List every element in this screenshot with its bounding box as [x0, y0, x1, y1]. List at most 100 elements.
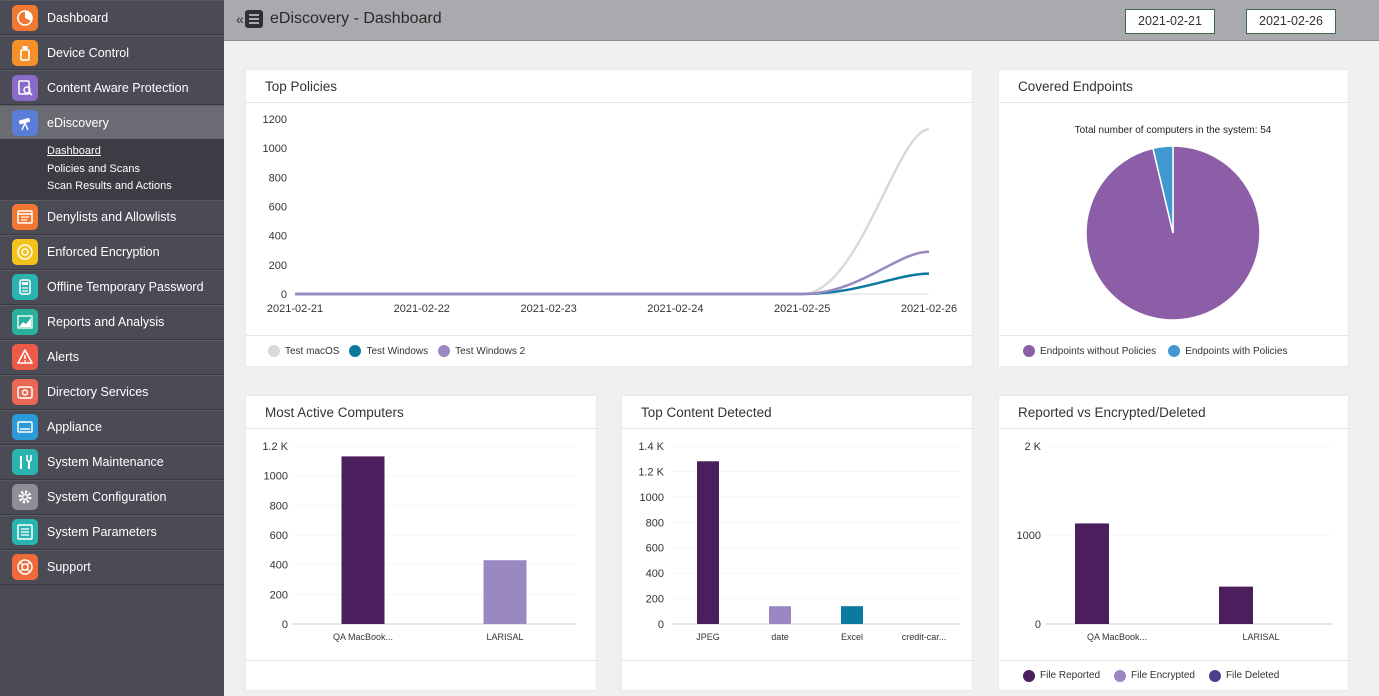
- legend-label: Test Windows 2: [455, 345, 526, 357]
- legend-item[interactable]: File Deleted: [1208, 669, 1280, 682]
- sidebar-item-denylists-and-allowlists[interactable]: Denylists and Allowlists: [0, 199, 224, 235]
- legend-swatch: [1023, 669, 1035, 682]
- sidebar-item-system-parameters[interactable]: System Parameters: [0, 514, 224, 550]
- x-tick-label: 2021-02-24: [647, 303, 703, 315]
- x-tick-label: 2021-02-26: [901, 303, 957, 315]
- covered-endpoints-legend: Endpoints without Policies Endpoints with…: [999, 335, 1348, 366]
- y-tick-label: 0: [281, 289, 287, 301]
- sidebar-item-offline-temporary-password[interactable]: Offline Temporary Password: [0, 269, 224, 305]
- covered-endpoints-card: Covered Endpoints Total number of comput…: [999, 70, 1348, 366]
- legend-item[interactable]: File Encrypted: [1114, 669, 1195, 682]
- legend-label: File Reported: [1040, 670, 1101, 681]
- subnav-item-dashboard[interactable]: Dashboard: [47, 145, 101, 157]
- sidebar-item-label: System Parameters: [47, 525, 157, 539]
- sidebar-item-alerts[interactable]: Alerts: [0, 339, 224, 375]
- sidebar-item-device-control[interactable]: Device Control: [0, 35, 224, 70]
- y-tick-label: 200: [646, 594, 664, 606]
- legend-label: File Deleted: [1225, 670, 1280, 681]
- sidebar-item-label: Alerts: [47, 350, 79, 364]
- x-tick-label: 2021-02-22: [394, 303, 450, 315]
- y-tick-label: 200: [270, 589, 288, 601]
- x-tick-label: Excel: [841, 632, 863, 642]
- disc-icon: [12, 239, 38, 265]
- x-tick-label: 2021-02-21: [267, 303, 323, 315]
- parameters-icon: [12, 519, 38, 545]
- collapse-sidebar-button[interactable]: «: [236, 10, 263, 28]
- y-tick-label: 1.2 K: [638, 466, 664, 478]
- series-line-test-windows-2: [295, 250, 930, 296]
- date-from-input[interactable]: 2021-02-21: [1125, 9, 1215, 34]
- sidebar: Dashboard Device Control Content Aware Pro…: [0, 0, 224, 696]
- sidebar-item-label: Dashboard: [47, 10, 109, 25]
- double-chevron-left-icon: «: [236, 11, 244, 27]
- y-tick-label: 0: [1035, 619, 1041, 631]
- legend-label: File Encrypted: [1131, 670, 1195, 681]
- sidebar-item-directory-services[interactable]: Directory Services: [0, 374, 224, 410]
- card-title: Most Active Computers: [246, 396, 596, 429]
- sidebar-item-label: Denylists and Allowlists: [47, 210, 177, 224]
- bar-file-reported: [1075, 523, 1109, 624]
- y-tick-label: 1200: [263, 114, 287, 126]
- sidebar-item-support[interactable]: Support: [0, 549, 224, 585]
- subnav-item-scan-results-and-actions[interactable]: Scan Results and Actions: [47, 180, 172, 192]
- y-tick-label: 600: [646, 543, 664, 555]
- legend-swatch: [1114, 669, 1127, 682]
- sidebar-item-label: Offline Temporary Password: [47, 280, 204, 294]
- x-tick-label: JPEG: [696, 632, 720, 642]
- subnav-item-policies-and-scans[interactable]: Policies and Scans: [47, 162, 140, 175]
- legend-item[interactable]: Endpoints without Policies: [1023, 345, 1156, 357]
- directory-icon: [12, 379, 38, 405]
- sidebar-item-ediscovery[interactable]: eDiscovery: [0, 105, 224, 140]
- lifebuoy-icon: [12, 554, 38, 580]
- card-title: Top Policies: [246, 70, 972, 103]
- sidebar-item-system-configuration[interactable]: System Configuration: [0, 479, 224, 515]
- sidebar-item-appliance[interactable]: Appliance: [0, 409, 224, 445]
- y-tick-label: 1000: [263, 143, 287, 155]
- y-tick-label: 600: [269, 202, 287, 214]
- date-to-input[interactable]: 2021-02-26: [1246, 9, 1336, 34]
- x-tick-label: 2021-02-25: [774, 303, 830, 315]
- sidebar-item-system-maintenance[interactable]: System Maintenance: [0, 444, 224, 480]
- document-search-icon: [12, 74, 38, 101]
- y-tick-label: 1.4 K: [638, 441, 664, 453]
- legend-item[interactable]: File Reported: [1023, 669, 1101, 682]
- sidebar-item-enforced-encryption[interactable]: Enforced Encryption: [0, 234, 224, 270]
- legend-item[interactable]: Endpoints with Policies: [1168, 345, 1287, 357]
- sidebar-item-dashboard[interactable]: Dashboard: [0, 0, 224, 35]
- pie-slice-endpoints-with-policies: [1152, 145, 1174, 234]
- covered-endpoints-chart: Total number of computers in the system:…: [1075, 125, 1272, 321]
- y-tick-label: 1000: [1017, 530, 1041, 542]
- y-tick-label: 800: [270, 500, 288, 512]
- bar-date: [769, 606, 791, 624]
- y-tick-label: 400: [270, 560, 288, 572]
- y-tick-label: 400: [269, 231, 287, 243]
- card-title: Covered Endpoints: [999, 70, 1348, 103]
- top-content-legend: [622, 660, 972, 690]
- legend-label: Endpoints without Policies: [1040, 345, 1157, 357]
- y-tick-label: 0: [658, 619, 664, 631]
- ediscovery-subnav: Dashboard Policies and Scans Scan Results …: [0, 140, 224, 200]
- sidebar-item-content-aware-protection[interactable]: Content Aware Protection: [0, 70, 224, 105]
- appliance-icon: [12, 414, 38, 440]
- legend-item[interactable]: Test macOS: [268, 345, 339, 357]
- chart-icon: [12, 309, 38, 335]
- tools-icon: [12, 449, 38, 475]
- legend-item[interactable]: Test Windows 2: [438, 345, 525, 357]
- y-tick-label: 0: [282, 619, 288, 631]
- bar-file-reported: [1219, 586, 1253, 624]
- legend-item[interactable]: Test Windows: [349, 345, 428, 357]
- header-bar: « eDiscovery - Dashboard 2021-02-21 2021…: [224, 0, 1379, 41]
- card-title: Reported vs Encrypted/Deleted: [999, 396, 1348, 429]
- sidebar-item-reports-and-analysis[interactable]: Reports and Analysis: [0, 304, 224, 340]
- card-title: Top Content Detected: [622, 396, 972, 429]
- most-active-chart: 0 200 400 600 800 1000 1.2 K QA MacBook... LARIS…: [262, 441, 576, 642]
- gear-icon: [12, 484, 38, 510]
- reported-card: Reported vs Encrypted/Deleted 0 1000 2 K QA…: [999, 396, 1348, 690]
- legend-label: Test macOS: [285, 345, 340, 357]
- sidebar-item-label: Content Aware Protection: [47, 80, 189, 95]
- sidebar-item-label: Device Control: [47, 45, 129, 60]
- sidebar-item-label: Reports and Analysis: [47, 315, 165, 329]
- password-device-icon: [12, 274, 38, 300]
- x-tick-label: date: [771, 632, 789, 642]
- reported-chart: 0 1000 2 K QA MacBook... LARISAL: [1017, 441, 1333, 642]
